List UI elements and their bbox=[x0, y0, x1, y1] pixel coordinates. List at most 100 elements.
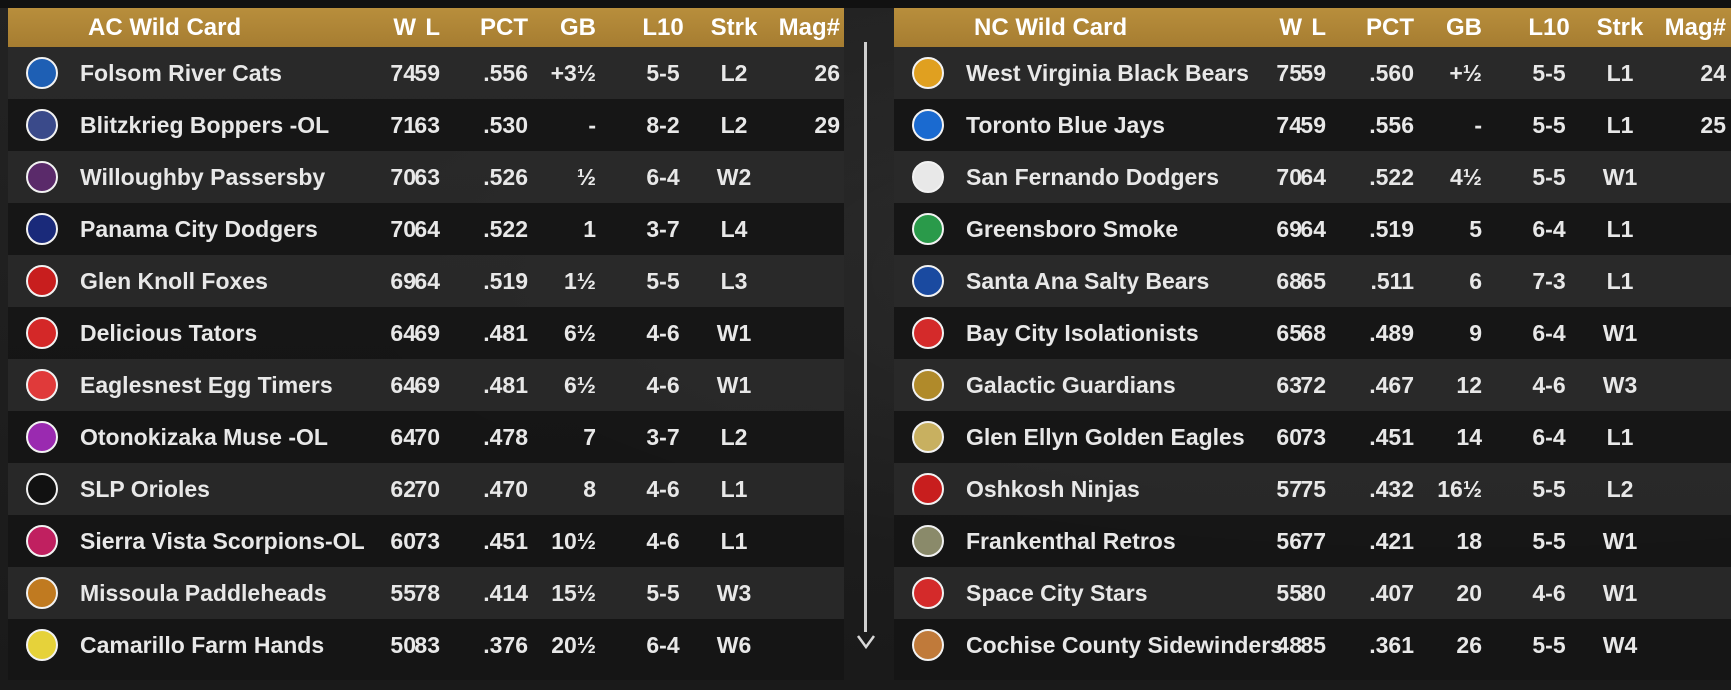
cell-pct: .522 bbox=[483, 216, 528, 242]
team-name[interactable]: Sierra Vista Scorpions-OL bbox=[80, 528, 365, 554]
table-row[interactable]: Glen Ellyn Golden Eagles 60 73 .451 14 6-4 L1 bbox=[894, 411, 1731, 463]
col-mag[interactable]: Mag# bbox=[1664, 14, 1726, 41]
table-row[interactable]: Bay City Isolationists 65 68 .489 9 6-4 W1 bbox=[894, 307, 1731, 359]
table-row[interactable]: Panama City Dodgers 70 64 .522 1 3-7 L4 bbox=[8, 203, 844, 255]
table-row[interactable]: Cochise County Sidewinders 48 85 .361 26 5-5 W… bbox=[894, 619, 1731, 671]
col-strk[interactable]: Strk bbox=[1596, 14, 1644, 41]
team-name[interactable]: Eaglesnest Egg Timers bbox=[80, 372, 333, 398]
chevron-down-icon[interactable] bbox=[855, 630, 877, 652]
team-name[interactable]: Cochise County Sidewinders bbox=[966, 632, 1283, 658]
cell-gb: 10½ bbox=[551, 528, 596, 554]
team-name[interactable]: Panama City Dodgers bbox=[80, 216, 318, 242]
team-name[interactable]: Glen Knoll Foxes bbox=[80, 268, 268, 294]
passersby-logo-icon bbox=[24, 159, 60, 195]
table-row[interactable]: Galactic Guardians 63 72 .467 12 4-6 W3 bbox=[894, 359, 1731, 411]
cell-l: 59 bbox=[414, 60, 440, 86]
team-name[interactable]: Oshkosh Ninjas bbox=[966, 476, 1140, 502]
col-l10[interactable]: L10 bbox=[1528, 14, 1570, 41]
team-name[interactable]: Folsom River Cats bbox=[80, 60, 282, 86]
team-name[interactable]: Bay City Isolationists bbox=[966, 320, 1199, 346]
table-row[interactable]: Folsom River Cats 74 59 .556 +3½ 5-5 L2 26 bbox=[8, 47, 844, 99]
col-w[interactable]: W bbox=[1279, 14, 1302, 41]
team-name[interactable]: Space City Stars bbox=[966, 580, 1148, 606]
table-row[interactable]: Blitzkrieg Boppers -OL 71 63 .530 - 8-2 L2 29 bbox=[8, 99, 844, 151]
nc-title: NC Wild Card bbox=[974, 14, 1128, 41]
table-row[interactable]: Delicious Tators 64 69 .481 6½ 4-6 W1 bbox=[8, 307, 844, 359]
cell-strk: W1 bbox=[1602, 580, 1638, 606]
golden-eagles-logo-icon bbox=[910, 419, 946, 455]
ninjas-logo-icon bbox=[910, 471, 946, 507]
cell-l10: 6-4 bbox=[1532, 216, 1566, 242]
cell-l10: 5-5 bbox=[1532, 112, 1566, 138]
col-mag[interactable]: Mag# bbox=[778, 14, 840, 41]
table-row[interactable]: Frankenthal Retros 56 77 .421 18 5-5 W1 bbox=[894, 515, 1731, 567]
table-row[interactable]: Otonokizaka Muse -OL 64 70 .478 7 3-7 L2 bbox=[8, 411, 844, 463]
table-row[interactable]: Missoula Paddleheads 55 78 .414 15½ 5-5 W3 bbox=[8, 567, 844, 619]
cell-pct: .511 bbox=[1370, 268, 1415, 294]
table-row[interactable]: Eaglesnest Egg Timers 64 69 .481 6½ 4-6 W1 bbox=[8, 359, 844, 411]
table-row[interactable]: Camarillo Farm Hands 50 83 .376 20½ 6-4 W6 bbox=[8, 619, 844, 671]
cell-gb: 12 bbox=[1456, 372, 1482, 398]
table-row[interactable]: Santa Ana Salty Bears 68 65 .511 6 7-3 L1 bbox=[894, 255, 1731, 307]
team-name[interactable]: Toronto Blue Jays bbox=[966, 112, 1165, 138]
foxes-logo-icon bbox=[24, 263, 60, 299]
cell-mag: 26 bbox=[814, 60, 840, 86]
table-row[interactable]: San Fernando Dodgers 70 64 .522 4½ 5-5 W1 bbox=[894, 151, 1731, 203]
team-name[interactable]: Willoughby Passersby bbox=[80, 164, 326, 190]
cell-pct: .478 bbox=[483, 424, 528, 450]
col-l10[interactable]: L10 bbox=[642, 14, 684, 41]
col-gb[interactable]: GB bbox=[1446, 14, 1482, 41]
col-w[interactable]: W bbox=[393, 14, 416, 41]
cell-strk: L2 bbox=[720, 112, 748, 138]
table-row[interactable]: Glen Knoll Foxes 69 64 .519 1½ 5-5 L3 bbox=[8, 255, 844, 307]
table-row[interactable]: Oshkosh Ninjas 57 75 .432 16½ 5-5 L2 bbox=[894, 463, 1731, 515]
cell-l: 69 bbox=[414, 320, 440, 346]
team-name[interactable]: Greensboro Smoke bbox=[966, 216, 1179, 242]
team-name[interactable]: SLP Orioles bbox=[80, 476, 210, 502]
team-name[interactable]: Missoula Paddleheads bbox=[80, 580, 327, 606]
table-row[interactable]: Willoughby Passersby 70 63 .526 ½ 6-4 W2 bbox=[8, 151, 844, 203]
stars-logo-icon bbox=[910, 575, 946, 611]
col-gb[interactable]: GB bbox=[560, 14, 596, 41]
team-name[interactable]: Frankenthal Retros bbox=[966, 528, 1176, 554]
team-name[interactable]: West Virginia Black Bears bbox=[966, 60, 1249, 86]
ac-header: AC Wild Card W L PCT GB L10 Strk Mag# bbox=[8, 8, 844, 47]
team-name[interactable]: San Fernando Dodgers bbox=[966, 164, 1220, 190]
salty-bears-logo-icon bbox=[910, 263, 946, 299]
cell-gb: 4½ bbox=[1450, 164, 1482, 190]
cell-l10: 4-6 bbox=[646, 320, 680, 346]
table-row[interactable]: Greensboro Smoke 69 64 .519 5 6-4 L1 bbox=[894, 203, 1731, 255]
col-strk[interactable]: Strk bbox=[710, 14, 758, 41]
col-pct[interactable]: PCT bbox=[1366, 14, 1414, 41]
cell-strk: L2 bbox=[720, 60, 748, 86]
cell-l: 75 bbox=[1300, 476, 1326, 502]
table-row[interactable]: West Virginia Black Bears 75 59 .560 +½ 5-5 L1… bbox=[894, 47, 1731, 99]
cell-pct: .481 bbox=[483, 372, 528, 398]
table-row[interactable]: SLP Orioles 62 70 .470 8 4-6 L1 bbox=[8, 463, 844, 515]
scrollbar-track[interactable] bbox=[864, 42, 867, 632]
cell-gb: +½ bbox=[1449, 60, 1482, 86]
cell-pct: .376 bbox=[483, 632, 528, 658]
team-name[interactable]: Blitzkrieg Boppers -OL bbox=[80, 112, 330, 138]
cell-l10: 4-6 bbox=[646, 476, 680, 502]
col-l[interactable]: L bbox=[425, 14, 440, 41]
team-name[interactable]: Glen Ellyn Golden Eagles bbox=[966, 424, 1245, 450]
table-row[interactable]: Toronto Blue Jays 74 59 .556 - 5-5 L1 25 bbox=[894, 99, 1731, 151]
cell-gb: 6½ bbox=[564, 320, 596, 346]
team-name[interactable]: Santa Ana Salty Bears bbox=[966, 268, 1210, 294]
cell-l10: 6-4 bbox=[646, 164, 680, 190]
cell-strk: L1 bbox=[1606, 60, 1634, 86]
cell-strk: W1 bbox=[1602, 528, 1638, 554]
cell-l: 59 bbox=[1300, 112, 1326, 138]
cell-strk: L3 bbox=[720, 268, 748, 294]
table-row[interactable]: Space City Stars 55 80 .407 20 4-6 W1 bbox=[894, 567, 1731, 619]
col-pct[interactable]: PCT bbox=[480, 14, 528, 41]
cell-pct: .451 bbox=[1369, 424, 1414, 450]
team-name[interactable]: Galactic Guardians bbox=[966, 372, 1176, 398]
table-row[interactable]: Sierra Vista Scorpions-OL 60 73 .451 10½ 4-6 L… bbox=[8, 515, 844, 567]
team-name[interactable]: Camarillo Farm Hands bbox=[80, 632, 325, 658]
team-name[interactable]: Otonokizaka Muse -OL bbox=[80, 424, 328, 450]
cell-pct: .470 bbox=[483, 476, 528, 502]
team-name[interactable]: Delicious Tators bbox=[80, 320, 258, 346]
col-l[interactable]: L bbox=[1311, 14, 1326, 41]
